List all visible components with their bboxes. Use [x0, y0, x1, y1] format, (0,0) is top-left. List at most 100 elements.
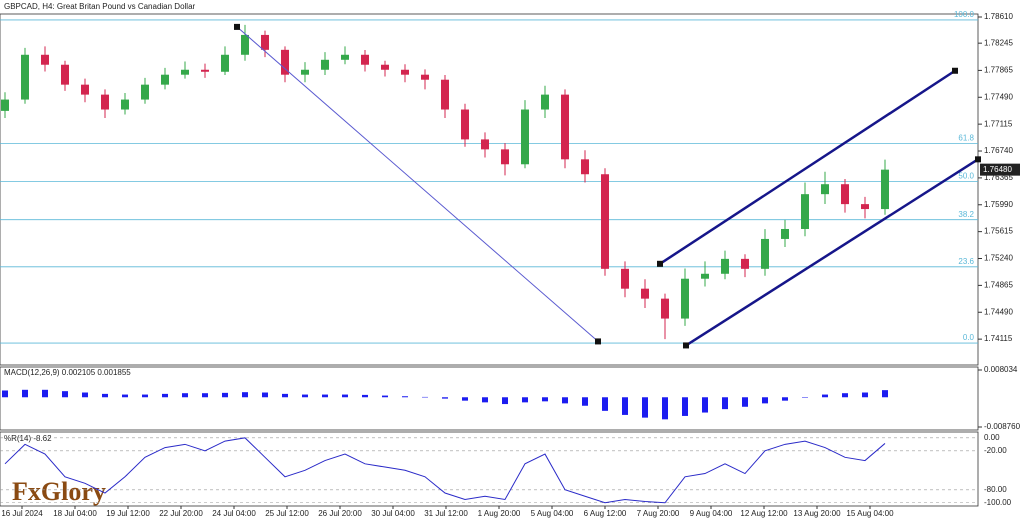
- x-tick-label: 16 Jul 2024: [1, 509, 43, 518]
- candle-body: [581, 159, 589, 175]
- macd-bar: [662, 397, 668, 420]
- brand-logo: FxGlory: [12, 477, 106, 506]
- macd-bar: [702, 397, 708, 413]
- candle-body: [361, 54, 369, 65]
- line-anchor: [657, 260, 663, 267]
- x-tick-label: 12 Aug 12:00: [740, 509, 788, 518]
- candle-body: [181, 69, 189, 75]
- wpr-line: [4, 437, 886, 504]
- y-tick-label: 1.75990: [984, 200, 1013, 209]
- last-price-label: 1.76480: [983, 165, 1012, 174]
- chart-title: GBPCAD, H4: Great Britan Pound vs Canadi…: [4, 2, 196, 11]
- candle-body: [141, 84, 149, 100]
- candle-body: [241, 34, 249, 55]
- candle-body: [201, 69, 209, 72]
- candle-body: [421, 74, 429, 80]
- x-tick-label: 15 Aug 04:00: [846, 509, 894, 518]
- trend-line: [685, 158, 979, 347]
- wpr-tick-label: -20.00: [984, 446, 1007, 455]
- candle-body: [1, 99, 9, 111]
- x-tick-label: 13 Aug 20:00: [793, 509, 841, 518]
- candle-body: [761, 238, 769, 269]
- wpr-tick-label: -100.00: [984, 498, 1012, 507]
- candle-body: [841, 184, 849, 205]
- candle-body: [601, 174, 609, 269]
- macd-bar: [222, 392, 228, 398]
- candle-body: [341, 54, 349, 60]
- macd-bar: [382, 395, 388, 398]
- y-tick-label: 1.78245: [984, 38, 1013, 47]
- candle-body: [621, 268, 629, 289]
- y-tick-label: 1.77115: [984, 119, 1013, 128]
- wpr-tick-label: 0.00: [984, 433, 1000, 442]
- y-tick-label: 1.76365: [984, 173, 1013, 182]
- candle-body: [121, 99, 129, 110]
- candle-body: [501, 149, 509, 165]
- macd-bar: [802, 397, 808, 398]
- macd-bar: [742, 397, 748, 407]
- macd-bar: [422, 396, 428, 398]
- fib-label: 61.8: [958, 133, 974, 142]
- wpr-tick-label: -80.00: [984, 485, 1007, 494]
- macd-bar: [502, 397, 508, 405]
- line-anchor: [595, 338, 601, 345]
- x-tick-label: 25 Jul 12:00: [265, 509, 309, 518]
- macd-tick-label: -0.008760: [984, 422, 1021, 431]
- x-tick-label: 30 Jul 04:00: [371, 509, 415, 518]
- macd-bar: [722, 397, 728, 410]
- candle-body: [81, 84, 89, 95]
- candle-body: [721, 258, 729, 274]
- candle-body: [561, 94, 569, 160]
- candle-body: [541, 94, 549, 110]
- y-tick-label: 1.74115: [984, 334, 1013, 343]
- macd-bar: [42, 389, 48, 398]
- fib-label: 38.2: [958, 210, 974, 219]
- macd-bar: [682, 397, 688, 416]
- macd-bar: [2, 390, 8, 398]
- x-tick-label: 6 Aug 12:00: [584, 509, 627, 518]
- macd-bar: [582, 397, 588, 406]
- macd-bar: [642, 397, 648, 418]
- candle-body: [461, 109, 469, 140]
- macd-bar: [22, 389, 28, 398]
- macd-bar: [202, 393, 208, 398]
- macd-bar: [262, 392, 268, 398]
- fib-label: 23.6: [958, 257, 974, 266]
- y-tick-label: 1.78610: [984, 12, 1013, 21]
- macd-bar: [442, 397, 448, 399]
- y-tick-label: 1.76740: [984, 146, 1013, 155]
- macd-bar: [242, 392, 248, 398]
- x-tick-label: 22 Jul 20:00: [159, 509, 203, 518]
- x-tick-label: 9 Aug 04:00: [690, 509, 733, 518]
- macd-label: MACD(12,26,9) 0.002105 0.001855: [4, 368, 131, 377]
- macd-bar: [142, 394, 148, 398]
- y-tick-label: 1.77490: [984, 92, 1013, 101]
- candle-body: [261, 34, 269, 50]
- line-anchor: [234, 23, 240, 30]
- y-tick-label: 1.77865: [984, 66, 1013, 75]
- trend-line: [659, 69, 956, 265]
- x-tick-label: 31 Jul 12:00: [424, 509, 468, 518]
- macd-bar: [362, 394, 368, 398]
- macd-bar: [462, 397, 468, 401]
- last-price-tag: [980, 163, 1020, 176]
- main-panel: [0, 13, 979, 366]
- y-tick-label: 1.75615: [984, 227, 1013, 236]
- candle-body: [281, 49, 289, 75]
- line-anchor: [975, 156, 981, 163]
- x-tick-label: 19 Jul 12:00: [106, 509, 150, 518]
- candle-body: [21, 54, 29, 100]
- macd-bar: [622, 397, 628, 415]
- fib-label: 0.0: [963, 333, 975, 342]
- x-tick-label: 24 Jul 04:00: [212, 509, 256, 518]
- fib-label: 100.0: [954, 10, 975, 19]
- candle-body: [481, 139, 489, 150]
- macd-bar: [542, 397, 548, 402]
- wpr-label: %R(14) -8.62: [4, 434, 52, 443]
- macd-bar: [102, 393, 108, 398]
- macd-bar: [882, 390, 888, 398]
- macd-tick-label: 0.008034: [984, 365, 1018, 374]
- fib-label: 50.0: [958, 172, 974, 181]
- trend-line: [236, 26, 599, 342]
